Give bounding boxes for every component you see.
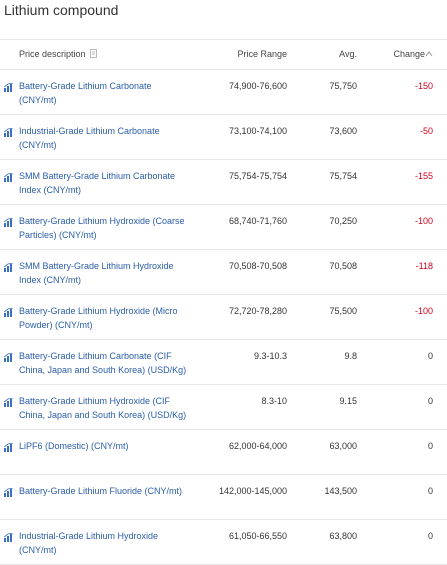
price-avg: 70,250	[329, 216, 357, 226]
price-range: 72,720-78,280	[228, 306, 287, 316]
column-label: Price description	[19, 49, 86, 59]
price-avg: 75,500	[329, 306, 357, 316]
price-range: 68,740-71,760	[228, 216, 287, 226]
price-range: 74,900-76,600	[228, 81, 287, 91]
price-avg: 9.15	[339, 396, 357, 406]
table-row: Battery-Grade Lithium Hydroxide (Micro P…	[0, 294, 447, 340]
chart-icon[interactable]	[4, 533, 14, 542]
table-row: SMM Battery-Grade Lithium Hydroxide Inde…	[0, 249, 447, 295]
price-change: 0	[427, 486, 433, 496]
table-row: Industrial-Grade Lithium Hydroxide (CNY/…	[0, 519, 447, 565]
price-change: 0	[427, 351, 433, 361]
price-range: 8.3-10	[261, 396, 287, 406]
price-range: 62,000-64,000	[228, 441, 287, 451]
price-name-link[interactable]: LiPF6 (Domestic) (CNY/mt)	[19, 441, 129, 451]
table-row: Battery-Grade Lithium Carbonate (CNY/mt)…	[0, 69, 447, 115]
price-name-link[interactable]: Industrial-Grade Lithium Carbonate (CNY/…	[19, 126, 160, 150]
chart-icon[interactable]	[4, 398, 14, 407]
chart-icon[interactable]	[4, 263, 14, 272]
chart-icon[interactable]	[4, 353, 14, 362]
price-name-link[interactable]: SMM Battery-Grade Lithium Hydroxide Inde…	[19, 261, 174, 285]
price-name-link[interactable]: Industrial-Grade Lithium Hydroxide (CNY/…	[19, 531, 159, 555]
price-range: 70,508-70,508	[228, 261, 287, 271]
chart-icon[interactable]	[4, 308, 14, 317]
price-avg: 70,508	[329, 261, 357, 271]
column-header[interactable]: Change	[393, 49, 433, 59]
price-change: -118	[415, 261, 433, 271]
price-avg: 63,800	[329, 531, 357, 541]
price-name-link[interactable]: SMM Battery-Grade Lithium Carbonate Inde…	[19, 171, 176, 195]
chart-icon[interactable]	[4, 83, 14, 92]
price-name-link[interactable]: Battery-Grade Lithium Fluoride (CNY/mt)	[19, 486, 183, 496]
price-change: 0	[427, 531, 433, 541]
price-range: 75,754-75,754	[228, 171, 287, 181]
price-name-link[interactable]: Battery-Grade Lithium Hydroxide (Micro P…	[19, 306, 178, 330]
table-row: Battery-Grade Lithium Carbonate (CIF Chi…	[0, 339, 447, 385]
price-change: -155	[414, 171, 433, 181]
column-label: Change	[393, 49, 425, 59]
price-name-link[interactable]: Battery-Grade Lithium Hydroxide (Coarse …	[19, 216, 185, 240]
price-change: 0	[427, 441, 433, 451]
price-change: 0	[427, 396, 433, 406]
chart-icon[interactable]	[4, 488, 14, 497]
column-header: Avg.	[339, 49, 357, 59]
price-name-link[interactable]: Battery-Grade Lithium Carbonate (CIF Chi…	[19, 351, 187, 375]
table-row: LiPF6 (Domestic) (CNY/mt) 62,000-64,000 63…	[0, 429, 447, 475]
info-icon	[90, 49, 98, 58]
section-title: Lithium compound	[4, 2, 119, 18]
price-avg: 75,754	[329, 171, 357, 181]
chart-icon[interactable]	[4, 443, 14, 452]
price-avg: 63,000	[329, 441, 357, 451]
price-name-link[interactable]: Battery-Grade Lithium Hydroxide (CIF Chi…	[19, 396, 187, 420]
price-name-link[interactable]: Battery-Grade Lithium Carbonate (CNY/mt)	[19, 81, 152, 105]
price-avg: 73,600	[329, 126, 357, 136]
price-change: -100	[414, 306, 433, 316]
column-header: Price Range	[237, 49, 287, 59]
table-row: SMM Battery-Grade Lithium Carbonate Inde…	[0, 159, 447, 205]
price-avg: 75,750	[329, 81, 357, 91]
table-header: Price description Price Range Avg. Chang…	[0, 39, 447, 70]
sort-icon	[425, 51, 433, 57]
table-row: Industrial-Grade Lithium Carbonate (CNY/…	[0, 114, 447, 160]
price-change: -100	[414, 216, 433, 226]
price-range: 142,000-145,000	[218, 486, 287, 496]
price-range: 73,100-74,100	[228, 126, 287, 136]
price-avg: 9.8	[344, 351, 357, 361]
price-range: 9.3-10.3	[253, 351, 287, 361]
table-row: Battery-Grade Lithium Fluoride (CNY/mt) 1…	[0, 474, 447, 520]
price-range: 61,050-66,550	[228, 531, 287, 541]
price-avg: 143,500	[324, 486, 357, 496]
price-change: -150	[414, 81, 433, 91]
table-row: Battery-Grade Lithium Hydroxide (Coarse …	[0, 204, 447, 250]
price-change: -50	[419, 126, 433, 136]
column-header: Price description	[19, 49, 98, 59]
chart-icon[interactable]	[4, 218, 14, 227]
chart-icon[interactable]	[4, 128, 14, 137]
chart-icon[interactable]	[4, 173, 14, 182]
table-row: Battery-Grade Lithium Hydroxide (CIF Chi…	[0, 384, 447, 430]
